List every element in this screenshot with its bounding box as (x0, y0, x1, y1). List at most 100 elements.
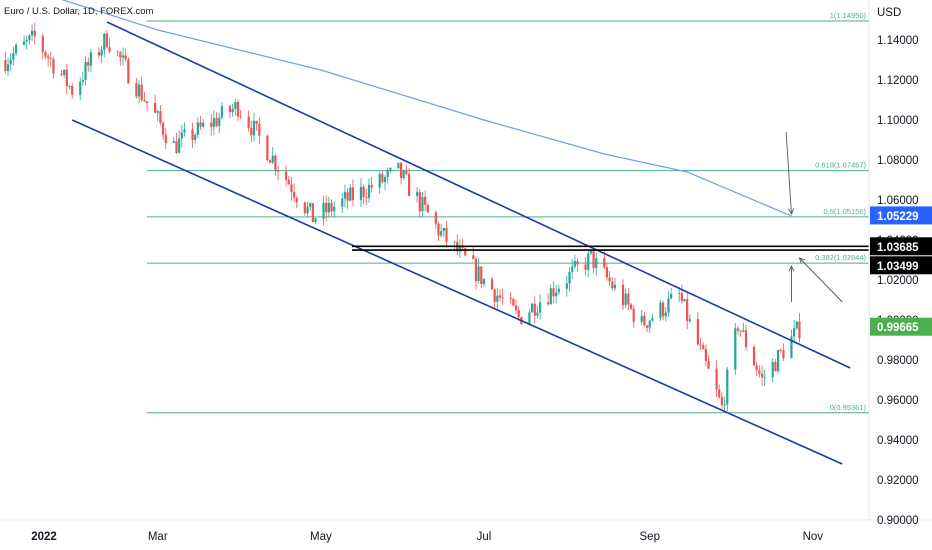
candle-body (461, 246, 464, 249)
candle-body (624, 293, 627, 306)
candle-body (589, 250, 593, 254)
candle-body (774, 361, 777, 372)
candle-body (793, 328, 796, 337)
arrow-annotation[interactable] (798, 257, 843, 303)
candle-body (592, 250, 595, 269)
candle-body (65, 69, 68, 87)
candle-body (760, 373, 764, 378)
price-badge (870, 237, 932, 256)
candle-body (178, 138, 181, 153)
candle-body (25, 39, 28, 42)
candle-body (228, 106, 232, 113)
candle-body (231, 108, 234, 113)
price-tick-label: 1.10000 (877, 115, 919, 127)
candle-body (183, 129, 186, 133)
fib-level-label: 1(1.14950) (830, 11, 867, 20)
symbol-title: Euro / U.S. Dollar, 1D, FOREX.com (4, 6, 153, 17)
candle-body (84, 62, 87, 80)
candle-body (667, 298, 670, 313)
candle-body (418, 192, 421, 212)
candle-body (707, 360, 710, 369)
candle-body (613, 284, 617, 289)
candle-body (250, 127, 253, 136)
candle-body (172, 141, 175, 143)
time-tick-label: Sep (640, 531, 660, 543)
candle-body (47, 56, 50, 59)
candle-body (330, 202, 333, 212)
candle-body (528, 312, 531, 325)
time-tick-label: 2022 (31, 531, 57, 543)
candle-body (164, 134, 167, 143)
candle-body (555, 292, 558, 297)
candle-body (734, 328, 737, 370)
candle-body (723, 404, 726, 406)
candle-body (68, 85, 71, 87)
candle-body (89, 52, 93, 66)
candle-body (381, 173, 384, 183)
price-channel[interactable] (71, 21, 851, 465)
candle-body (643, 315, 646, 326)
candle-body (688, 319, 691, 322)
candle-body (565, 283, 568, 289)
candle-body (536, 312, 539, 316)
candle-body (498, 295, 502, 298)
arrow-annotation[interactable] (785, 131, 795, 216)
candle-body (351, 187, 355, 200)
arrow-annotations[interactable] (785, 131, 843, 303)
candle-body (191, 129, 194, 140)
candle-body (218, 117, 221, 126)
candle-body (758, 370, 761, 374)
arrow-annotation[interactable] (788, 264, 795, 302)
candle-body (683, 299, 686, 302)
price-badge-label: 1.03499 (877, 261, 919, 273)
candle-body (464, 248, 467, 256)
candle-body (611, 281, 614, 289)
price-badge (870, 317, 932, 336)
channel-line[interactable] (71, 119, 843, 465)
candle-body (587, 253, 590, 270)
candle-body (194, 134, 197, 140)
candle-body (490, 279, 494, 290)
candle-body (696, 319, 699, 345)
candle-body (327, 202, 330, 213)
candle-body (124, 55, 127, 60)
candle-body (276, 170, 280, 172)
time-tick-label: Nov (803, 531, 824, 543)
candle-body (397, 162, 400, 169)
candle-body (771, 361, 774, 378)
candle-body (651, 318, 654, 321)
candle-body (311, 203, 314, 223)
price-axis[interactable]: 1.140001.120001.100001.080001.060001.040… (877, 35, 919, 527)
candle-body (434, 212, 437, 224)
price-tick-label: 0.96000 (877, 395, 919, 407)
candle-body (103, 33, 106, 50)
candle-body (648, 320, 651, 328)
candle-body (605, 267, 609, 278)
candle-body (175, 141, 178, 153)
candle-body (14, 45, 18, 54)
price-tick-label: 1.12000 (877, 75, 919, 87)
candle-body (359, 186, 363, 200)
price-tick-label: 0.98000 (877, 355, 919, 367)
candle-body (595, 258, 598, 269)
horizontal-levels[interactable] (352, 245, 869, 251)
candle-body (798, 321, 801, 339)
candle-body (662, 302, 665, 317)
candle-body (365, 197, 368, 198)
price-badge (870, 256, 932, 275)
channel-line[interactable] (106, 21, 851, 369)
candle-body (220, 106, 224, 118)
candle-body (266, 135, 269, 161)
candle-body (49, 58, 52, 60)
time-tick-label: May (310, 531, 332, 543)
candle-body (445, 227, 448, 242)
candle-body (60, 73, 63, 75)
candle-body (116, 51, 119, 53)
fib-level-label: 0.382(1.02844) (815, 253, 866, 262)
candle-body (333, 206, 336, 212)
candle-body (63, 69, 66, 75)
candle-body (608, 277, 611, 282)
time-axis[interactable]: 2022 Mar May Jul Sep Nov (31, 531, 823, 543)
candle-body (105, 33, 109, 48)
